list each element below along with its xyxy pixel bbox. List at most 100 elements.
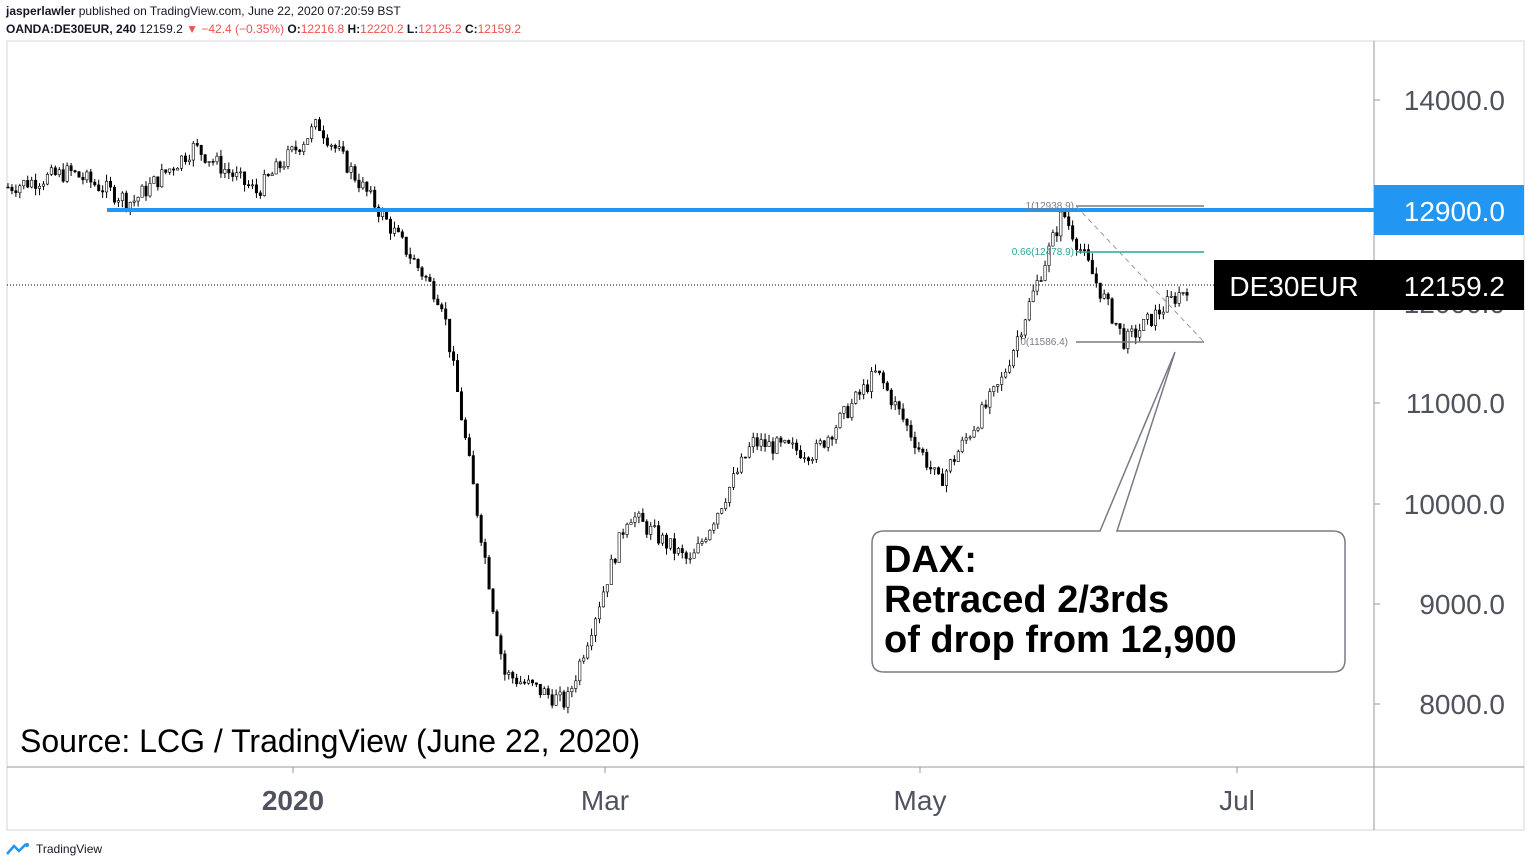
- candle-body: [582, 657, 586, 662]
- candle-body: [661, 534, 665, 544]
- candle-body: [862, 384, 866, 395]
- candle-body: [1126, 330, 1130, 349]
- published-text: published on TradingView.com, June 22, 2…: [78, 4, 401, 18]
- candle-body: [542, 688, 546, 696]
- candle-body: [1150, 313, 1154, 326]
- candle-body: [345, 150, 349, 173]
- candle-body: [1071, 225, 1075, 240]
- candle-body: [1019, 334, 1023, 338]
- candle-body: [26, 180, 30, 188]
- candle-body: [93, 181, 97, 186]
- candle-body: [85, 171, 89, 181]
- candle-body: [290, 146, 294, 151]
- candle-body: [716, 512, 720, 525]
- candle-body: [992, 386, 996, 392]
- candle-body: [960, 439, 964, 452]
- candle-body: [34, 179, 38, 189]
- candle-body: [1043, 265, 1047, 281]
- candle-body: [1181, 292, 1185, 294]
- candle-body: [1035, 280, 1039, 292]
- candle-body: [132, 200, 136, 203]
- fib-retracement[interactable]: 1(12938.9) 0.66(12478.9) 0(11586.4): [1012, 201, 1205, 348]
- candle-body: [235, 172, 239, 177]
- callout-box: [871, 351, 1346, 673]
- candle-body: [1075, 238, 1079, 250]
- candle-body: [65, 165, 69, 182]
- annotation-callout[interactable]: DAX: Retraced 2/3rds of drop from 12,900: [871, 351, 1346, 673]
- candle-body: [893, 401, 897, 406]
- candle-body: [944, 470, 948, 486]
- candle-body: [361, 181, 365, 189]
- candle-body: [144, 185, 148, 197]
- candle-body: [1118, 323, 1122, 329]
- candle-body: [353, 166, 357, 181]
- candle-body: [1173, 295, 1177, 304]
- candle-body: [913, 436, 917, 448]
- candle-body: [850, 403, 854, 418]
- candle-body: [112, 186, 116, 203]
- low-value: 12125.2: [418, 22, 462, 36]
- price-tick-9000: 9000.0: [1419, 589, 1505, 620]
- candle-body: [1023, 319, 1027, 336]
- low-label: L:: [406, 22, 419, 36]
- candle-body: [881, 372, 885, 384]
- candle-body: [321, 130, 325, 139]
- candle-body: [803, 457, 807, 460]
- time-label-may: May: [894, 785, 947, 816]
- candle-body: [152, 176, 156, 184]
- candle-body: [369, 189, 373, 192]
- candle-body: [1185, 292, 1189, 296]
- candle-body: [653, 525, 657, 527]
- candle-body: [81, 176, 85, 181]
- candle-body: [349, 166, 353, 173]
- candle-body: [10, 186, 14, 192]
- candle-body: [160, 169, 164, 188]
- candle-body: [873, 370, 877, 373]
- candle-body: [1004, 371, 1008, 378]
- publisher-name[interactable]: jasperlawler: [6, 4, 76, 18]
- candle-body: [976, 427, 980, 431]
- candle-body: [810, 458, 814, 462]
- candle-body: [617, 532, 621, 563]
- candle-body: [73, 170, 77, 172]
- candle-body: [574, 680, 578, 689]
- candle-body: [1090, 259, 1094, 275]
- time-label-mar: Mar: [581, 785, 629, 816]
- candle-body: [1094, 273, 1098, 284]
- candle-body: [14, 190, 18, 194]
- candle-body: [266, 174, 270, 176]
- candle-body: [61, 169, 65, 182]
- tradingview-logo-icon: [6, 843, 29, 855]
- candle-body: [826, 436, 830, 448]
- fib-label-1: 1(12938.9): [1026, 201, 1074, 212]
- candle-body: [684, 552, 688, 559]
- fib-trend-line: [1075, 205, 1205, 343]
- candle-body: [775, 437, 779, 454]
- candle-body: [948, 459, 952, 472]
- candle-body: [988, 391, 992, 408]
- candle-body: [1086, 249, 1090, 261]
- candle-body: [467, 437, 471, 456]
- candle-body: [164, 169, 168, 173]
- callout-line-1: DAX:: [884, 539, 977, 581]
- candle-body: [199, 144, 203, 155]
- candle-body: [515, 677, 519, 685]
- candle-body: [365, 181, 369, 192]
- candle-body: [1008, 365, 1012, 373]
- candle-body: [609, 558, 613, 585]
- last-value: 12159.2: [139, 22, 183, 36]
- candle-body: [921, 448, 925, 453]
- footer-brand[interactable]: TradingView: [6, 842, 102, 856]
- candle-body: [901, 408, 905, 420]
- candle-body: [597, 606, 601, 620]
- symbol-label[interactable]: OANDA:DE30EUR, 240: [6, 22, 137, 36]
- candle-body: [1153, 309, 1157, 326]
- candle-body: [385, 210, 389, 220]
- candle-body: [964, 437, 968, 441]
- candle-body: [274, 161, 278, 175]
- candle-body: [755, 437, 759, 447]
- candle-body: [57, 169, 61, 176]
- candle-body: [243, 171, 247, 185]
- candle-body: [747, 446, 751, 458]
